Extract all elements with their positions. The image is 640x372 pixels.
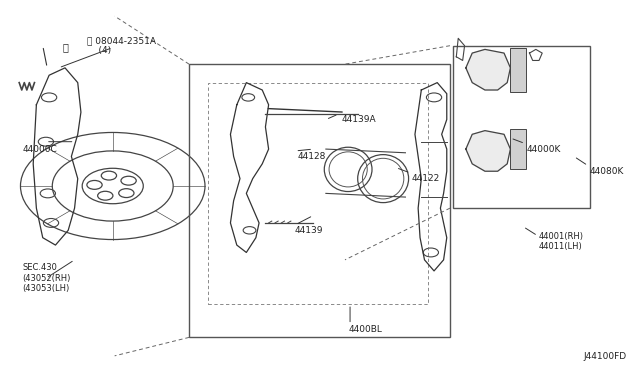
Text: 44000C: 44000C (22, 145, 57, 154)
Text: 44001(RH)
44011(LH): 44001(RH) 44011(LH) (539, 232, 584, 251)
Text: 44080K: 44080K (590, 167, 624, 176)
Bar (453, 46, 590, 208)
Text: 4400BL: 4400BL (348, 326, 382, 334)
Polygon shape (466, 49, 510, 90)
Text: 44139A: 44139A (342, 115, 376, 124)
Text: Ⓑ 08044-2351A
    (4): Ⓑ 08044-2351A (4) (87, 36, 156, 55)
Bar (510, 48, 526, 92)
Text: 44122: 44122 (412, 174, 440, 183)
Text: SEC.430
(43052(RH)
(43053(LH): SEC.430 (43052(RH) (43053(LH) (22, 263, 71, 293)
Text: 44128: 44128 (297, 152, 326, 161)
Bar (510, 129, 526, 169)
Text: J44100FD: J44100FD (584, 352, 627, 361)
Text: 44139: 44139 (294, 226, 323, 235)
Bar (189, 64, 450, 337)
Bar (208, 83, 428, 304)
Text: Ⓑ: Ⓑ (62, 42, 68, 52)
Polygon shape (466, 131, 510, 171)
Text: 44000K: 44000K (526, 145, 561, 154)
